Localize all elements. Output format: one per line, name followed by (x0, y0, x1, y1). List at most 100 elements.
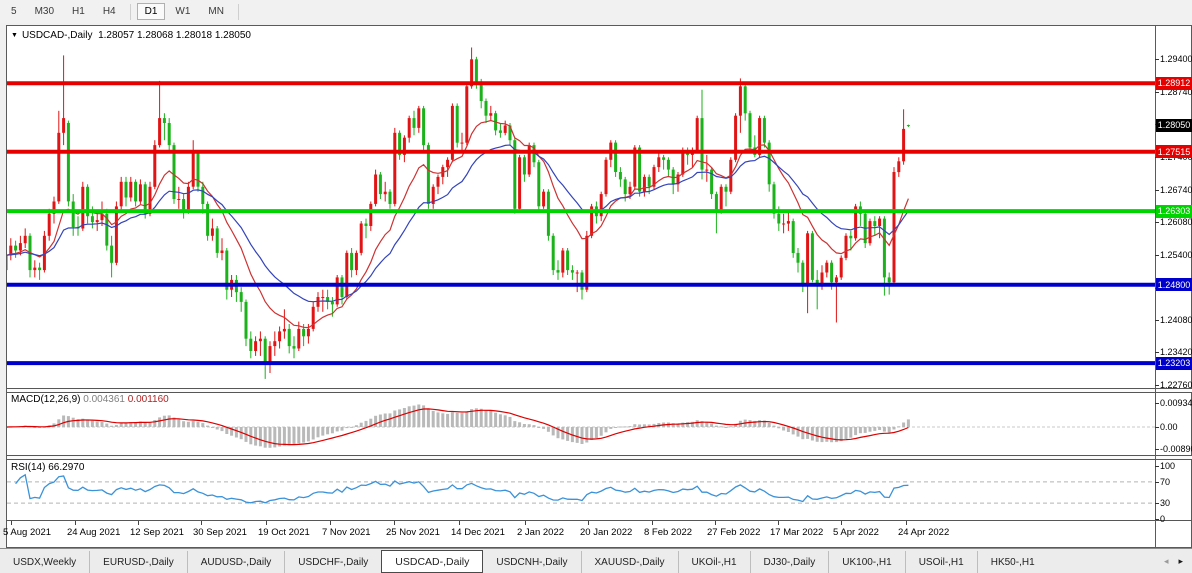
date-axis-label: 19 Oct 2021 (258, 527, 310, 538)
rsi-axis-tick (1155, 466, 1159, 467)
chart-tab-usdchf[interactable]: USDCHF-,Daily (284, 551, 381, 573)
price-axis-tick-label: 1.28740 (1160, 86, 1192, 97)
chart-tab-ukoil[interactable]: UKOil-,H1 (677, 551, 750, 573)
chart-tab-xauusd[interactable]: XAUUSD-,Daily (580, 551, 678, 573)
date-axis-tick (201, 521, 202, 525)
date-axis-label: 12 Sep 2021 (130, 527, 184, 538)
rsi-axis-label: 100 (1160, 461, 1176, 471)
macd-label: MACD(12,26,9) 0.004361 0.001160 (11, 394, 169, 405)
timeframe-button-5[interactable]: 5 (11, 6, 17, 17)
chart-tab-audusd[interactable]: AUDUSD-,Daily (186, 551, 285, 573)
chart-tab-usdx[interactable]: USDX,Weekly (13, 556, 77, 568)
timeframe-button-w1[interactable]: W1 (175, 6, 191, 17)
price-macd-splitter[interactable] (7, 388, 1192, 393)
timeframe-toolbar: 5 M30 H1 H4 D1 W1 MN (0, 0, 1192, 23)
current-price-badge: 1.28050 (1156, 118, 1192, 132)
date-axis-tick (715, 521, 716, 525)
date-axis-label: 24 Apr 2022 (898, 527, 950, 538)
price-axis-tick-label: 1.23420 (1160, 347, 1192, 358)
price-axis-tick-label: 1.24080 (1160, 315, 1192, 326)
date-axis-label: 24 Aug 2021 (67, 527, 121, 538)
macd-main-value: 0.004361 (83, 394, 125, 405)
timeframe-button-h1[interactable]: H1 (72, 6, 85, 17)
macd-signal-value: 0.001160 (127, 394, 169, 405)
rsi-axis-tick (1155, 503, 1159, 505)
date-axis-tick (138, 521, 139, 525)
chart-tab-usoil[interactable]: USOil-,H1 (904, 551, 977, 573)
toolbar-separator (129, 3, 131, 20)
price-axis-tick-label: 1.26080 (1160, 217, 1192, 228)
rsi-label: RSI(14) 66.2970 (11, 462, 84, 473)
date-axis-tick (394, 521, 395, 525)
tab-scroll-arrows: ◂ ▸ (1159, 549, 1192, 573)
rsi-bottom-border (7, 520, 1192, 521)
symbol-tabbar: USDX,Weekly EURUSD-,Daily AUDUSD-,Daily USD… (0, 548, 1192, 573)
price-level-badge: 1.28912 (1156, 76, 1192, 90)
chart-tab-eurusd[interactable]: EURUSD-,Daily (89, 551, 187, 573)
toolbar-separator (237, 3, 239, 20)
macd-axis-label: 0.00 (1160, 422, 1178, 432)
date-axis-tick (588, 521, 589, 525)
price-level-badge: 1.26303 (1156, 204, 1192, 218)
date-axis-tick (459, 521, 460, 525)
chart-tab-uk100[interactable]: UK100-,H1 (828, 551, 904, 573)
date-axis-label: 8 Feb 2022 (644, 527, 693, 538)
date-axis-label: 7 Nov 2021 (322, 527, 371, 538)
macd-rsi-splitter[interactable] (7, 455, 1192, 460)
chart-tab-dj30[interactable]: DJ30-,Daily (749, 551, 829, 573)
macd-axis-tick (1155, 403, 1159, 405)
macd-axis-tick (1155, 427, 1159, 428)
date-axis-tick (652, 521, 653, 525)
date-axis-label: 14 Dec 2021 (451, 527, 505, 538)
date-axis-tick (330, 521, 331, 525)
date-axis-label: 5 Aug 2021 (3, 527, 52, 538)
chart-title-ohlc: 1.28057 1.28068 1.28018 1.28050 (98, 30, 251, 41)
chart-tab-usdcnh[interactable]: USDCNH-,Daily (496, 556, 568, 568)
date-axis-label: 5 Apr 2022 (833, 527, 879, 538)
price-axis-tick (1155, 222, 1159, 224)
date-axis-label: 17 Mar 2022 (770, 527, 824, 538)
price-axis-line (1155, 26, 1156, 547)
timeframe-button-d1[interactable]: D1 (136, 3, 166, 20)
price-axis-tick (1155, 91, 1159, 93)
date-axis-label: 2 Jan 2022 (517, 527, 565, 538)
tabs-scroll-left-icon[interactable]: ◂ (1163, 555, 1169, 566)
date-axis-label: 27 Feb 2022 (707, 527, 761, 538)
chart-canvas[interactable] (7, 26, 1155, 521)
price-axis-tick-label: 1.22760 (1160, 379, 1192, 390)
rsi-axis-tick (1155, 519, 1159, 520)
price-axis-tick (1155, 255, 1159, 257)
date-axis-tick (841, 521, 842, 525)
price-axis-tick-label: 1.29400 (1160, 54, 1192, 65)
chart-title-symbol: USDCAD-,Daily (21, 30, 93, 41)
price-axis-tick-label: 1.26740 (1160, 184, 1192, 195)
rsi-axis-label: 70 (1160, 476, 1171, 487)
date-axis-tick (525, 521, 526, 525)
price-axis-tick (1155, 59, 1159, 61)
macd-axis-tick (1155, 449, 1159, 451)
timeframe-button-h4[interactable]: H4 (102, 6, 116, 17)
price-axis-tick (1155, 384, 1159, 386)
price-axis-tick-label: 1.25400 (1160, 250, 1192, 261)
chart-title: ▼ USDCAD-,Daily 1.28057 1.28068 1.28018 1… (11, 30, 251, 41)
date-axis-tick (778, 521, 779, 525)
chart-tab-usdcad[interactable]: USDCAD-,Daily (381, 550, 484, 573)
macd-axis-label: 0.009345 (1160, 398, 1192, 409)
rsi-axis-label: 30 (1160, 498, 1171, 509)
price-axis-tick (1155, 320, 1159, 322)
tabs-scroll-right-icon[interactable]: ▸ (1178, 555, 1183, 566)
price-level-badge: 1.24800 (1156, 278, 1192, 292)
date-axis-label: 20 Jan 2022 (580, 527, 633, 538)
price-level-badge: 1.27515 (1156, 145, 1192, 159)
date-axis-tick (906, 521, 907, 525)
timeframe-button-m30[interactable]: M30 (34, 6, 55, 17)
price-axis-tick (1155, 352, 1159, 354)
date-axis-tick (266, 521, 267, 525)
price-level-badge: 1.23203 (1156, 356, 1192, 370)
rsi-axis-tick (1155, 481, 1159, 483)
symbol-dropdown-icon[interactable]: ▼ (11, 32, 18, 39)
date-axis-tick (11, 521, 12, 525)
macd-axis-label: -0.008907 (1160, 444, 1192, 455)
chart-tab-hk50[interactable]: HK50-,H1 (976, 551, 1048, 573)
timeframe-button-mn[interactable]: MN (208, 6, 224, 17)
